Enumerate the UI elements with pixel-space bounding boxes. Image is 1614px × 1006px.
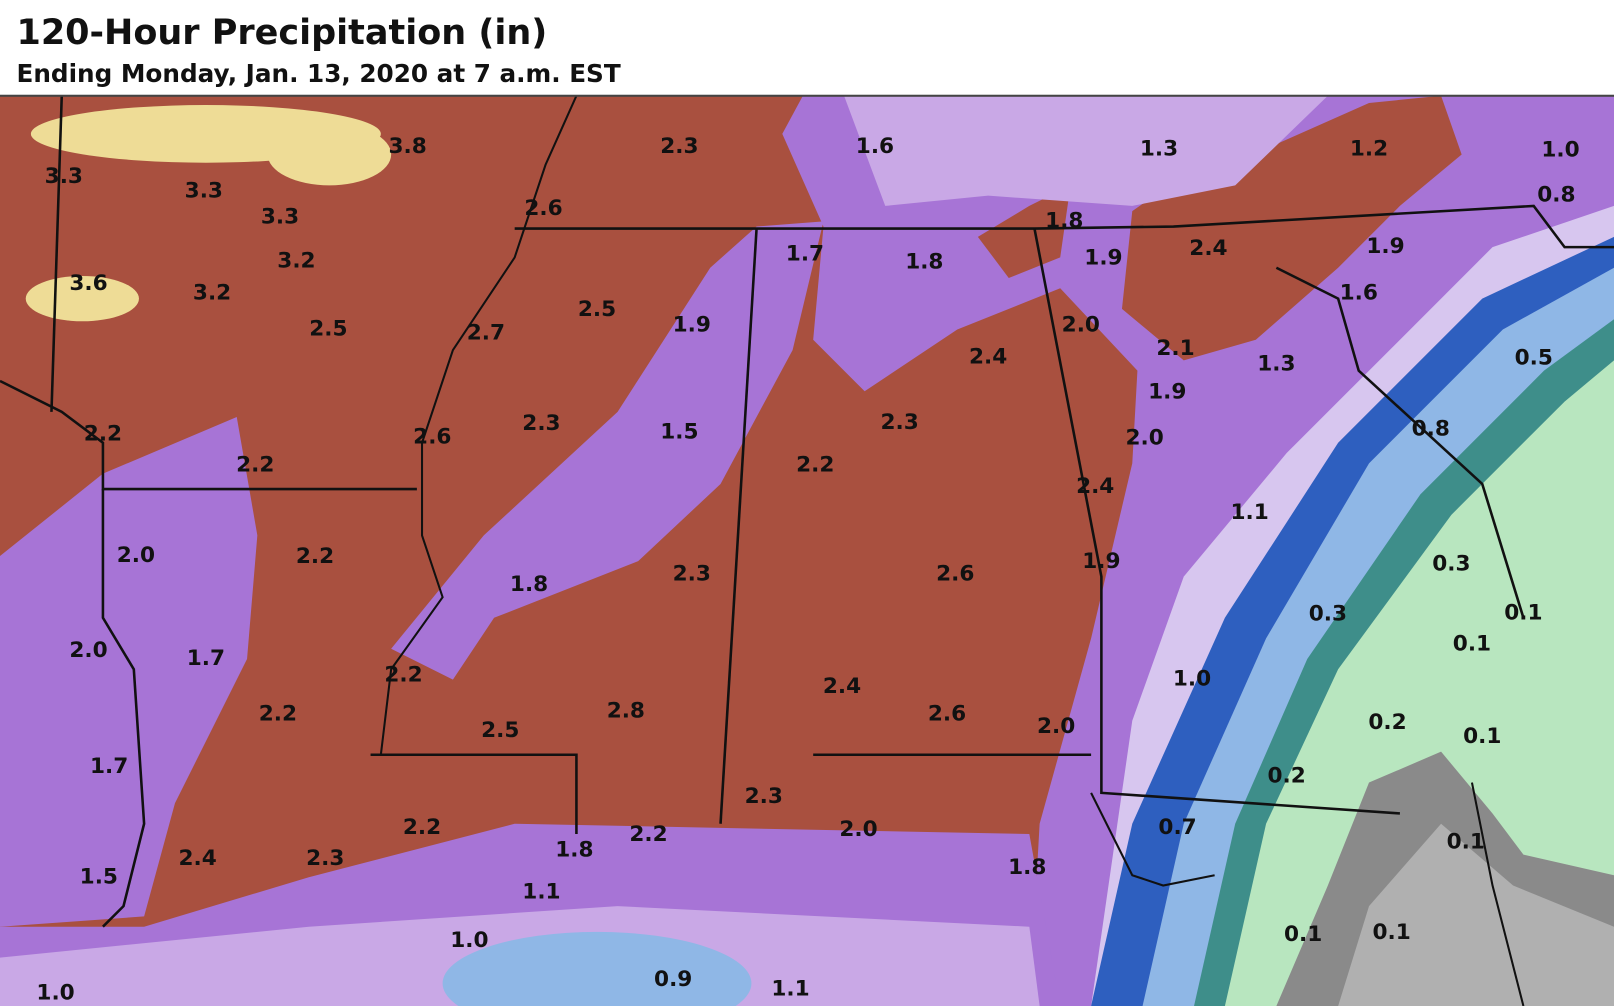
precip-label: 0.1 — [1373, 920, 1411, 945]
precip-label: 1.5 — [660, 419, 698, 444]
precip-label: 0.8 — [1537, 183, 1575, 208]
precip-label: 2.3 — [660, 134, 698, 159]
title: 120-Hour Precipitation (in) — [16, 13, 547, 53]
precip-label: 0.9 — [654, 967, 692, 992]
precip-label: 0.7 — [1158, 815, 1196, 840]
precip-label: 2.6 — [524, 196, 562, 221]
precip-label: 0.1 — [1453, 632, 1491, 657]
precip-label: 2.2 — [796, 452, 834, 477]
precip-label: 0.1 — [1463, 724, 1501, 749]
precip-label: 2.2 — [384, 662, 422, 687]
precip-label: 1.9 — [1148, 379, 1186, 404]
precip-label: 1.2 — [1350, 136, 1388, 161]
precip-label: 1.1 — [1230, 500, 1268, 525]
precip-label: 0.1 — [1447, 829, 1485, 854]
precip-label: 1.0 — [450, 928, 488, 953]
precip-label: 2.5 — [578, 297, 616, 322]
precip-label: 2.1 — [1156, 336, 1194, 361]
precip-label: 1.6 — [1340, 280, 1378, 305]
precip-label: 0.2 — [1268, 763, 1306, 788]
precip-label: 2.0 — [1125, 426, 1163, 451]
precip-label: 2.4 — [1076, 474, 1114, 499]
precip-label: 2.2 — [259, 702, 297, 727]
precip-label: 2.3 — [522, 411, 560, 436]
precip-label: 1.9 — [1366, 234, 1404, 259]
precip-label: 2.4 — [823, 674, 861, 699]
precip-label: 3.3 — [185, 179, 223, 204]
precip-label: 2.2 — [629, 822, 667, 847]
precip-label: 2.4 — [969, 344, 1007, 369]
map-background — [0, 95, 1614, 1006]
precip-label: 3.2 — [193, 280, 231, 305]
precip-label: 1.1 — [522, 880, 560, 905]
precip-label: 1.8 — [905, 250, 943, 275]
precip-label: 2.4 — [178, 846, 216, 871]
precip-label: 2.3 — [745, 784, 783, 809]
precip-label: 2.4 — [1189, 236, 1227, 261]
precip-label: 3.3 — [261, 204, 299, 229]
precip-label: 2.0 — [1062, 312, 1100, 337]
precip-label: 1.3 — [1257, 352, 1295, 377]
precip-label: 2.2 — [296, 544, 334, 569]
precip-label: 1.7 — [187, 646, 225, 671]
precip-label: 2.0 — [1037, 714, 1075, 739]
subtitle: Ending Monday, Jan. 13, 2020 at 7 a.m. E… — [16, 59, 620, 88]
precip-label: 2.7 — [467, 321, 505, 346]
precip-label: 2.3 — [306, 846, 344, 871]
precip-label: 2.6 — [936, 562, 974, 587]
precip-label: 1.7 — [90, 754, 128, 779]
precip-label: 1.8 — [510, 572, 548, 597]
precip-label: 1.0 — [36, 981, 74, 1006]
precip-label: 1.8 — [1045, 208, 1083, 233]
precip-label: 0.5 — [1515, 345, 1553, 370]
precip-label: 0.3 — [1432, 551, 1470, 576]
precip-label: 2.3 — [673, 562, 711, 587]
precip-label: 1.8 — [1008, 855, 1046, 880]
precip-label: 2.2 — [236, 452, 274, 477]
precip-label: 2.3 — [881, 410, 919, 435]
precip-label: 2.0 — [839, 817, 877, 842]
precip-label: 1.5 — [80, 864, 118, 889]
precip-label: 1.9 — [673, 312, 711, 337]
state-borders — [0, 95, 1614, 1006]
precip-label: 2.6 — [413, 425, 451, 450]
precip-label: 2.2 — [403, 815, 441, 840]
precip-label: 2.0 — [117, 543, 155, 568]
precip-label: 2.8 — [607, 699, 645, 724]
precip-label: 1.9 — [1084, 245, 1122, 270]
precip-label: 0.2 — [1368, 710, 1406, 735]
precip-label: 3.3 — [45, 164, 83, 189]
precip-label: 1.3 — [1140, 136, 1178, 161]
precip-label: 0.8 — [1412, 416, 1450, 441]
precip-label: 0.3 — [1309, 602, 1347, 627]
precip-label: 0.1 — [1284, 922, 1322, 947]
precip-label: 1.0 — [1173, 667, 1211, 692]
precip-label: 1.6 — [856, 134, 894, 159]
precip-label: 1.9 — [1082, 549, 1120, 574]
precip-label: 2.0 — [69, 638, 107, 663]
precip-label: 2.2 — [84, 422, 122, 447]
label-layer: 3.3 3.8 3.3 3.3 3.2 3.6 3.2 2.5 2.7 2.6 2.3 2.5 1.9 2… — [36, 134, 1579, 1005]
precip-label: 1.1 — [771, 977, 809, 1002]
precip-label: 3.8 — [388, 134, 426, 159]
precip-label: 3.6 — [69, 271, 107, 296]
precip-label: 1.7 — [786, 241, 824, 266]
precip-label: 1.0 — [1541, 137, 1579, 162]
precip-label: 3.2 — [277, 249, 315, 274]
precip-label: 2.6 — [928, 702, 966, 727]
precip-label: 2.5 — [481, 718, 519, 743]
precip-label: 2.5 — [309, 316, 347, 341]
precip-label: 1.8 — [555, 838, 593, 863]
precip-label: 0.1 — [1504, 601, 1542, 626]
